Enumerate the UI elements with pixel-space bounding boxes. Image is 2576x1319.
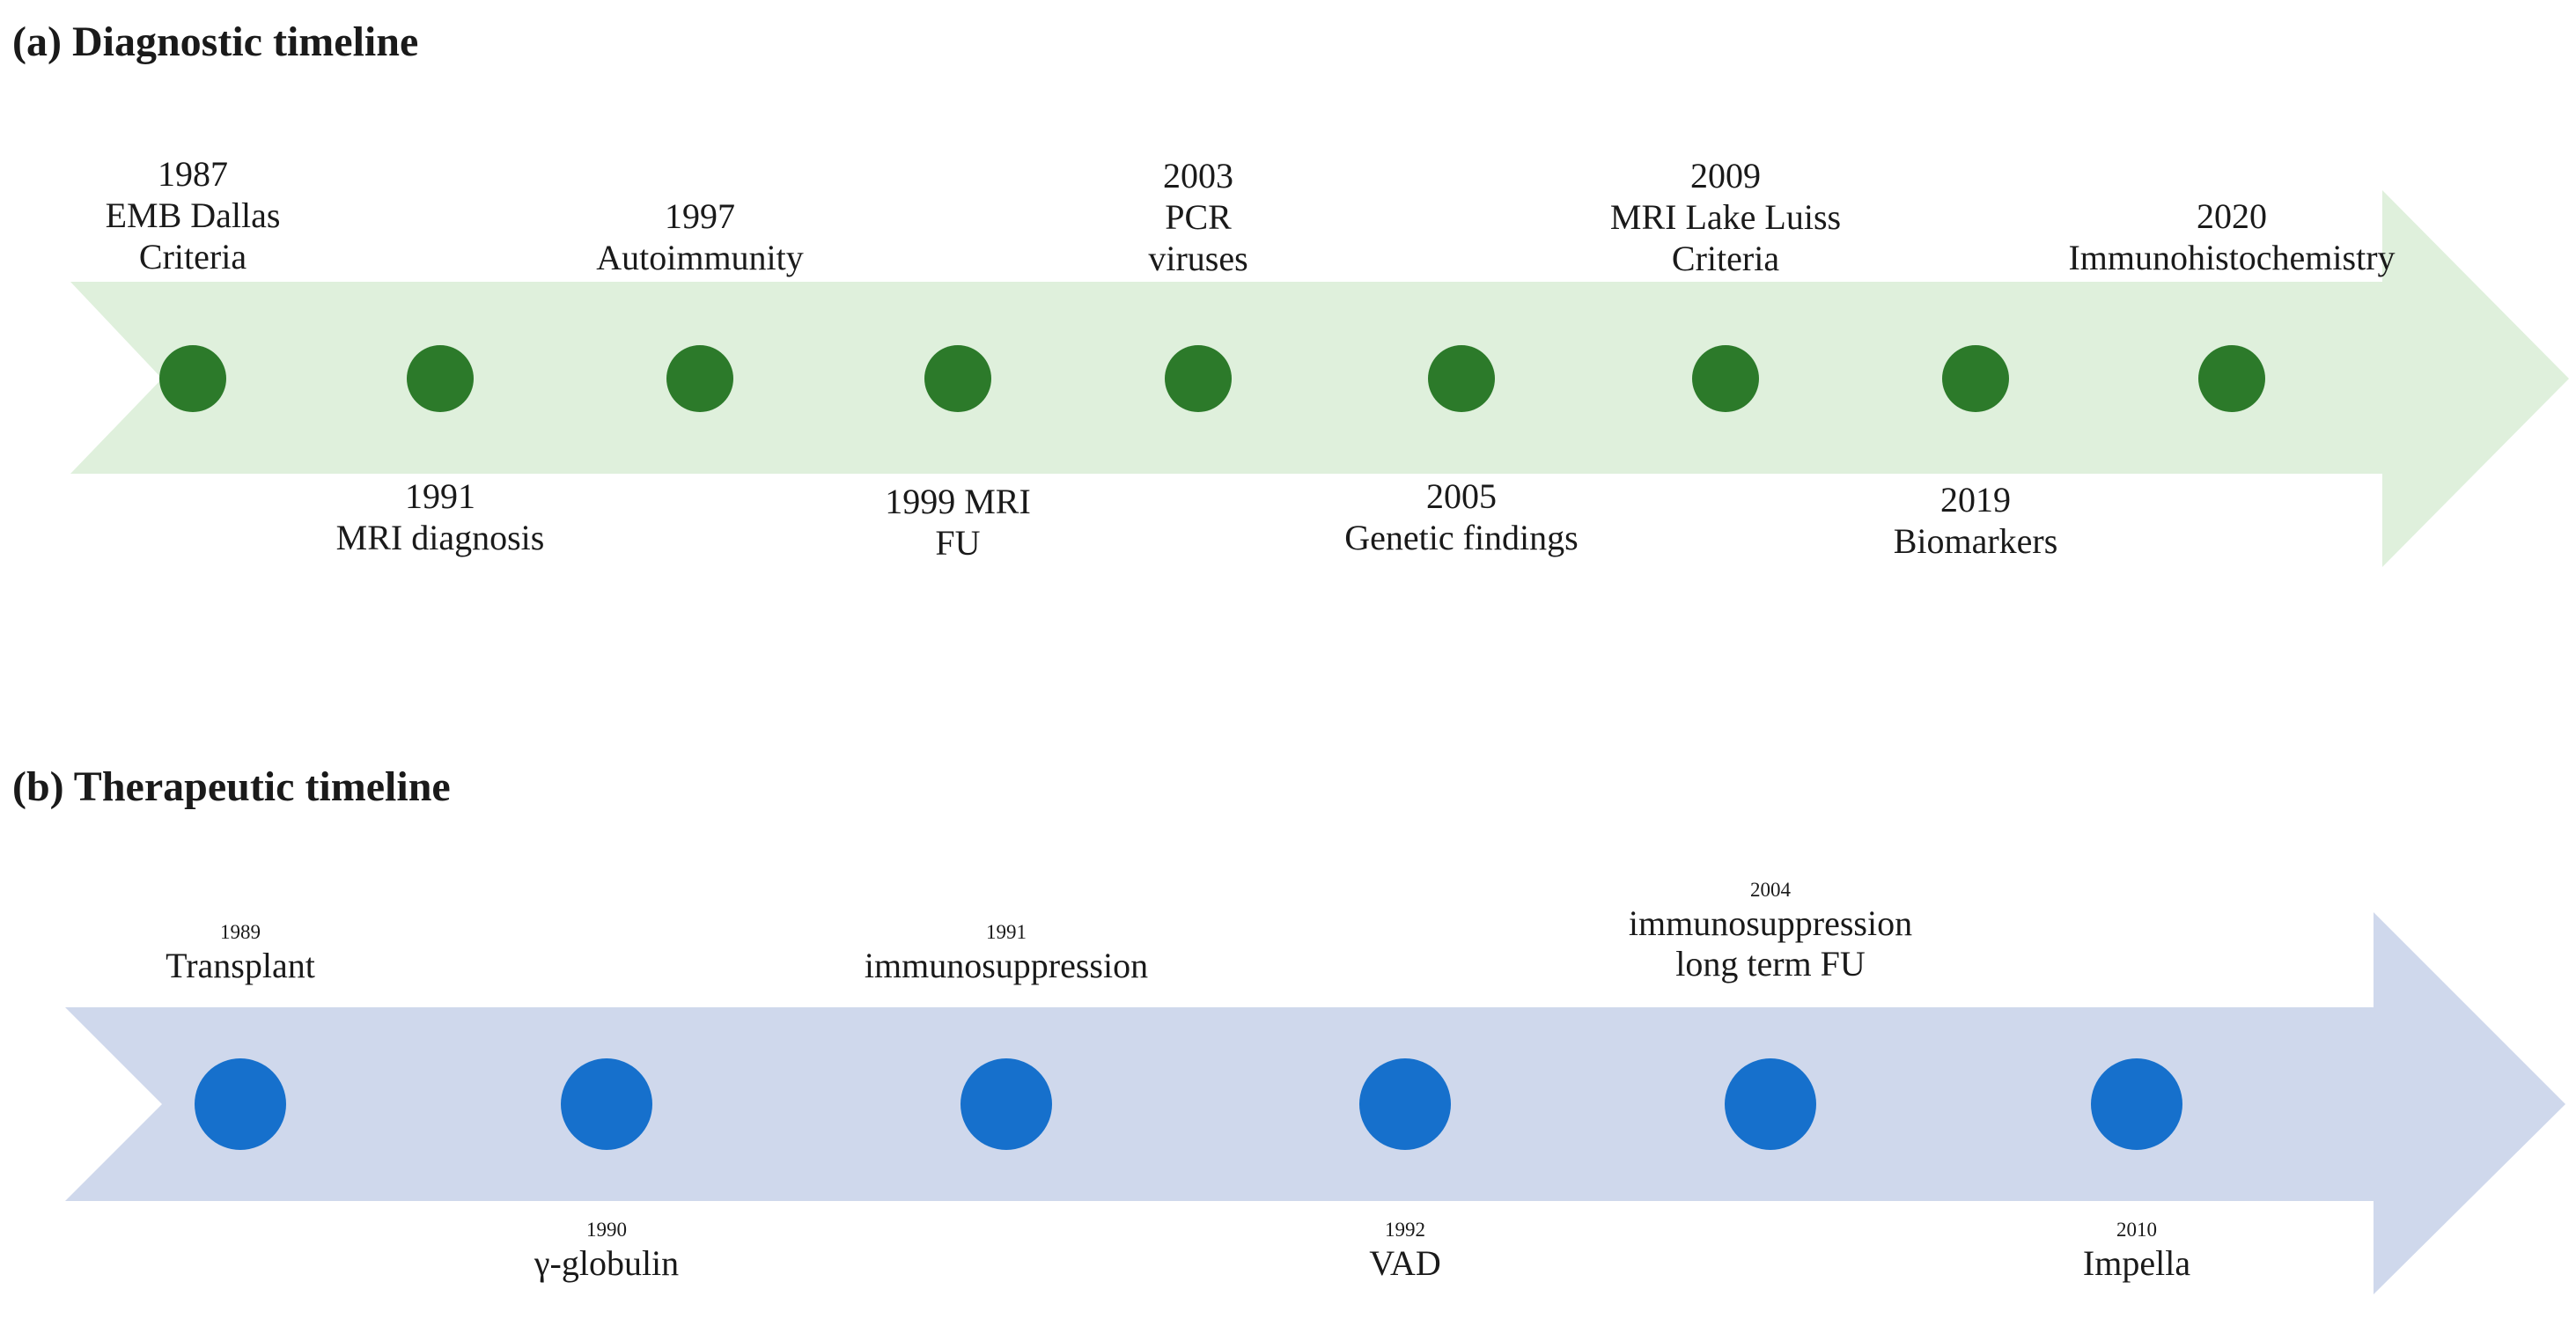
diagnostic-milestone-dot [2198,345,2265,412]
diagnostic-milestone-label: 2005 Genetic findings [1344,475,1579,558]
therapeutic-milestone-label: 1992 VAD [1369,1217,1441,1284]
therapeutic-milestone-dot [1359,1058,1451,1150]
therapeutic-milestone-dot [561,1058,652,1150]
diagnostic-milestone-text: Immunohistochemistry [2068,238,2396,277]
therapeutic-milestone-text: long term FU [1675,944,1866,984]
diagnostic-milestone-dot [1942,345,2009,412]
diagnostic-milestone-dot [666,345,733,412]
therapeutic-milestone-year: 2010 [2116,1219,2157,1241]
diagnostic-milestone-label: 1997 Autoimmunity [596,195,804,278]
diagnostic-milestone-label: 2003 PCR viruses [1148,155,1248,279]
therapeutic-timeline-arrow [65,912,2565,1294]
diagnostic-milestone-label: 1999 MRI FU [885,481,1031,564]
diagnostic-milestone-text: Autoimmunity [596,238,804,277]
diagnostic-milestone-dot [1428,345,1495,412]
therapeutic-milestone-label: 1989 Transplant [166,919,315,986]
diagnostic-milestone-text: viruses [1148,239,1248,278]
therapeutic-milestone-text: immunosuppression [864,946,1149,985]
diagnostic-timeline-arrow [70,190,2569,567]
diagnostic-milestone-label: 1991 MRI diagnosis [336,475,545,558]
diagnostic-milestone-label: 2020 Immunohistochemistry [2068,195,2395,278]
diagnostic-milestone-year: 2020 [2196,196,2267,236]
diagnostic-milestone-label: 2009 MRI Lake Luiss Criteria [1610,155,1841,279]
diagnostic-milestone-year: 2005 [1426,476,1497,516]
therapeutic-milestone-year: 1989 [220,921,261,943]
therapeutic-milestone-year: 1992 [1384,1219,1425,1241]
diagnostic-milestone-text: PCR [1165,197,1232,237]
therapeutic-milestone-label: 1990 γ-globulin [534,1217,679,1284]
diagnostic-milestone-label: 1987 EMB Dallas Criteria [106,153,281,277]
therapeutic-milestone-year: 2004 [1749,879,1791,901]
therapeutic-milestone-text: VAD [1369,1243,1441,1283]
therapeutic-milestone-dot [2091,1058,2182,1150]
diagnostic-milestone-text: Biomarkers [1893,521,2058,561]
diagnostic-milestone-text: FU [935,523,981,563]
therapeutic-timeline-title: (b) Therapeutic timeline [12,763,451,810]
diagnostic-milestone-text: Criteria [1671,239,1780,278]
diagnostic-milestone-year: 2009 [1690,156,1761,195]
therapeutic-milestone-label: 2010 Impella [2083,1217,2190,1284]
diagnostic-milestone-dot [1165,345,1232,412]
diagnostic-milestone-year: 2019 [1940,480,2011,519]
diagnostic-milestone-text: EMB Dallas [105,195,281,235]
diagnostic-milestone-dot [924,345,991,412]
therapeutic-milestone-text: Transplant [166,946,315,985]
therapeutic-milestone-text: γ-globulin [534,1243,680,1283]
diagnostic-milestone-text: MRI diagnosis [335,518,545,557]
therapeutic-milestone-label: 1991 immunosuppression [865,919,1148,986]
diagnostic-milestone-year: 1997 [664,196,735,236]
diagnostic-milestone-text: Criteria [138,237,247,276]
therapeutic-milestone-dot [195,1058,286,1150]
therapeutic-milestone-text: Impella [2082,1243,2191,1283]
diagnostic-milestone-year: 1991 [405,476,475,516]
therapeutic-milestone-text: immunosuppression [1628,903,1913,943]
diagnostic-milestone-year: 1999 MRI [885,482,1031,521]
diagnostic-milestone-dot [1692,345,1759,412]
diagnostic-milestone-dot [407,345,474,412]
diagnostic-milestone-dot [159,345,226,412]
diagnostic-milestone-year: 2003 [1162,156,1233,195]
therapeutic-milestone-year: 1991 [985,921,1027,943]
diagnostic-milestone-year: 1987 [158,154,228,194]
diagnostic-milestone-text: Genetic findings [1344,518,1579,557]
therapeutic-milestone-dot [960,1058,1052,1150]
diagnostic-timeline-title: (a) Diagnostic timeline [12,18,419,65]
therapeutic-milestone-label: 2004 immunosuppression long term FU [1629,877,1912,984]
diagnostic-milestone-text: MRI Lake Luiss [1609,197,1842,237]
therapeutic-milestone-year: 1990 [586,1219,627,1241]
therapeutic-milestone-dot [1725,1058,1816,1150]
diagnostic-milestone-label: 2019 Biomarkers [1894,479,2058,562]
